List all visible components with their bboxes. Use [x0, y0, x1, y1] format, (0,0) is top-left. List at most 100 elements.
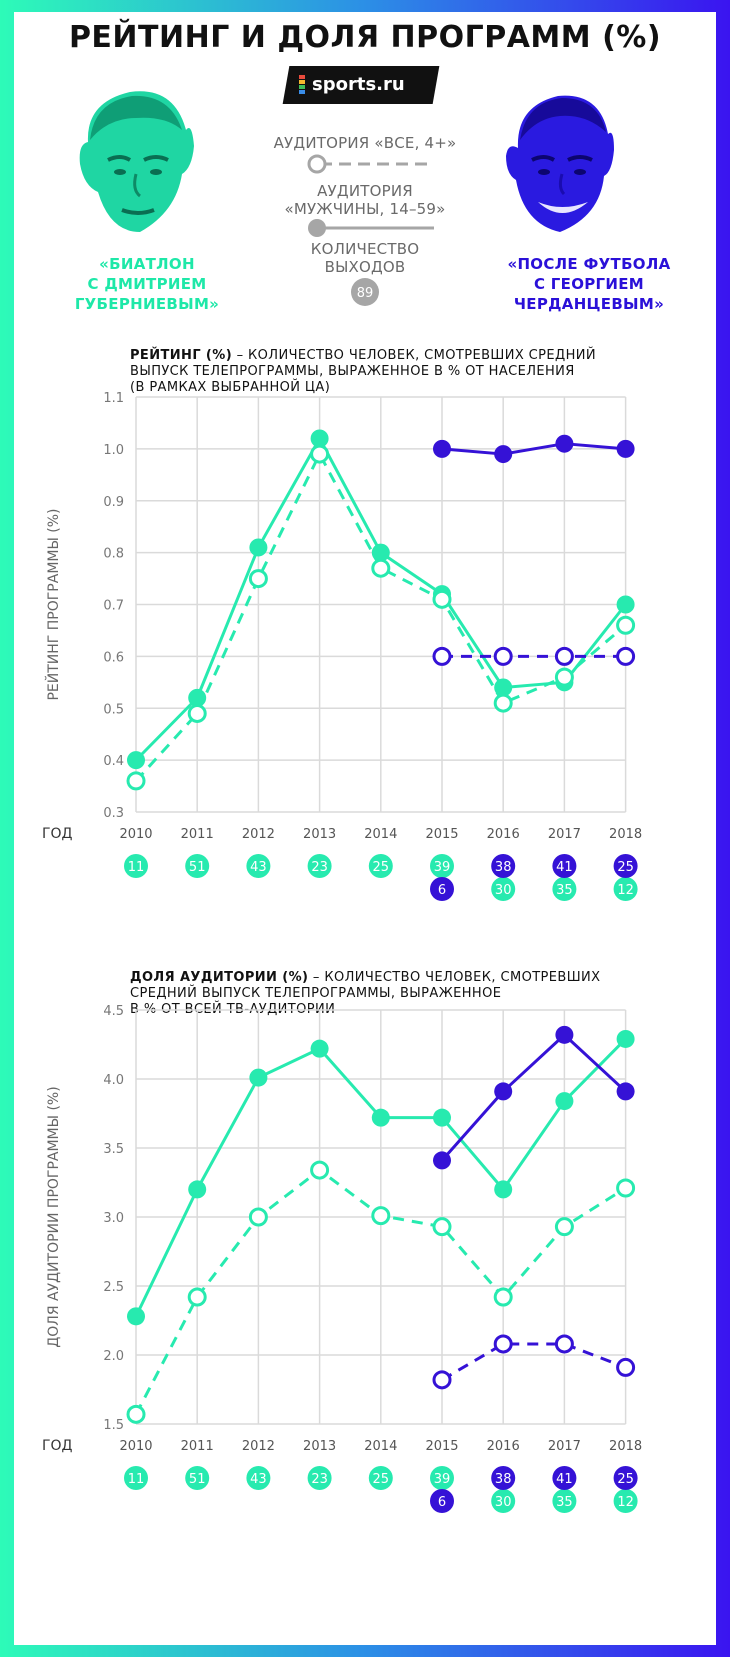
- chart1-episode-badge: [368, 854, 393, 878]
- legend-count-line: КОЛИЧЕСТВО: [310, 240, 420, 258]
- chart1-desc-line: РЕЙТИНГ (%) – КОЛИЧЕСТВО ЧЕЛОВЕК, СМОТРЕ…: [130, 348, 670, 364]
- chart1-xtick-label: 2017: [548, 827, 581, 842]
- chart2-ytick-label: 2.0: [103, 1349, 124, 1364]
- chart2-point: [432, 1370, 452, 1390]
- chart1-xtick-label: 2012: [242, 827, 275, 842]
- host-right-line: ЧЕРДАНЦЕВЫМ»: [513, 295, 665, 313]
- chart2-point: [249, 1068, 268, 1087]
- chart1-episode-count: 39: [434, 860, 451, 875]
- chart2-point: [371, 1206, 391, 1226]
- chart2-point: [371, 1108, 390, 1127]
- host-right-line: С ГЕОРГИЕМ: [533, 275, 645, 293]
- chart1-ytick-label: 0.4: [103, 754, 124, 769]
- chart1-episode-count: 6: [438, 883, 446, 898]
- chart1-episode-count: 35: [556, 883, 573, 898]
- chart1-desc-line: (В РАМКАХ ВЫБРАННОЙ ЦА): [130, 380, 331, 395]
- chart1-episode-count: 23: [311, 860, 328, 875]
- chart2-xtick-label: 2016: [487, 1439, 520, 1454]
- chart1-xtick-label: 2013: [303, 827, 336, 842]
- chart2-episode-count: 25: [617, 1472, 634, 1487]
- chart2-ytick-label: 1.5: [103, 1418, 124, 1433]
- chart1-ytick-label: 0.8: [103, 547, 124, 562]
- sports-logo-icon: [299, 75, 305, 94]
- logo-text: sports.ru: [312, 74, 405, 95]
- chart1-point: [432, 646, 452, 666]
- chart1-episode-count: 25: [617, 860, 634, 875]
- chart1-point: [127, 751, 145, 770]
- chart1-episode-count: 41: [556, 860, 573, 875]
- chart1-point: [554, 667, 574, 687]
- chart1-episode-badge: [246, 854, 271, 878]
- chart2-episode-count: 25: [373, 1472, 390, 1487]
- chart1-episode-badge: [613, 854, 638, 878]
- chart2-desc-line: СРЕДНИЙ ВЫПУСК ТЕЛЕПРОГРАММЫ, ВЫРАЖЕННОЕ: [130, 986, 502, 1001]
- chart1-point: [371, 558, 391, 578]
- chart1-point: [310, 444, 330, 464]
- chart2-point: [433, 1108, 451, 1127]
- chart1-series-line: [441, 442, 626, 456]
- chart1-episode-badge: [552, 877, 577, 901]
- chart1-episode-badge: [491, 877, 516, 901]
- chart2-xtick-label: 2015: [425, 1439, 458, 1454]
- host-right-portrait: [506, 95, 614, 232]
- chart2-xtick-label: 2014: [364, 1439, 397, 1454]
- chart1-point: [433, 439, 451, 458]
- chart1-desc-text: – КОЛИЧЕСТВО ЧЕЛОВЕК, СМОТРЕВШИХ СРЕДНИЙ: [236, 348, 596, 363]
- legend-men-label: АУДИТОРИЯ «МУЖЧИНЫ, 14–59»: [250, 182, 480, 218]
- chart2-xtick-label: 2013: [303, 1439, 336, 1454]
- chart2-episode-count: 30: [495, 1495, 512, 1510]
- chart1-point: [187, 703, 207, 723]
- chart2-episode-badge: [368, 1466, 393, 1490]
- chart2-episode-badge: [491, 1466, 516, 1490]
- chart2-ylabel: ДОЛЯ АУДИТОРИИ ПРОГРАММЫ (%): [46, 1086, 62, 1347]
- chart1-episode-count: 51: [189, 860, 206, 875]
- legend-count-line: ВЫХОДОВ: [324, 258, 406, 276]
- chart1-episode-badge: [307, 854, 332, 878]
- chart2-point: [493, 1334, 513, 1354]
- chart2-point: [494, 1180, 513, 1199]
- chart2-point: [494, 1082, 513, 1101]
- chart1-episode-badge: [552, 854, 577, 878]
- chart2-series-line: [441, 1342, 627, 1382]
- chart2-point: [555, 1025, 574, 1044]
- chart1-series-line: [134, 452, 627, 782]
- chart1-episode-badge: [185, 854, 210, 878]
- chart1-point: [188, 688, 207, 707]
- legend-men-line: «МУЖЧИНЫ, 14–59»: [284, 200, 446, 218]
- chart2-ytick-label: 3.5: [103, 1142, 124, 1157]
- chart1-point: [555, 434, 574, 453]
- chart1-ytick-label: 1.1: [103, 391, 124, 406]
- chart2-episode-badge: [613, 1489, 638, 1513]
- chart1-ytick-label: 0.9: [103, 495, 124, 510]
- chart1-point: [616, 595, 635, 614]
- chart1-ytick-label: 0.5: [103, 702, 124, 717]
- chart1-point: [432, 589, 452, 609]
- legend-hollow-marker: [307, 154, 327, 174]
- chart1-xtick-label: 2015: [425, 827, 458, 842]
- chart1-ytick-label: 0.7: [103, 599, 124, 614]
- chart2-episode-badge: [613, 1466, 638, 1490]
- chart2-point: [554, 1334, 574, 1354]
- chart1-point: [493, 646, 513, 666]
- chart2-title: ДОЛЯ АУДИТОРИИ (%): [130, 970, 309, 985]
- chart1-ylabel: РЕЙТИНГ ПРОГРАММЫ (%): [44, 508, 62, 700]
- chart2-xtick-label: 2011: [181, 1439, 214, 1454]
- chart2-point: [554, 1217, 574, 1237]
- chart2-episode-badge: [124, 1466, 148, 1490]
- chart1-episode-count: 11: [128, 860, 145, 875]
- host-left-portrait: [79, 91, 194, 232]
- legend-graphics: 89: [307, 154, 434, 306]
- chart2-ytick-label: 4.0: [103, 1073, 124, 1088]
- chart1-point: [493, 693, 513, 713]
- chart2-point: [127, 1307, 145, 1326]
- chart1-desc-line: ВЫПУСК ТЕЛЕПРОГРАММЫ, ВЫРАЖЕННОЕ В % ОТ …: [130, 364, 575, 379]
- host-right-line: «ПОСЛЕ ФУТБОЛА: [507, 255, 671, 273]
- chart2-xtick-label: 2018: [609, 1439, 642, 1454]
- chart1-title: РЕЙТИНГ (%): [130, 348, 233, 363]
- chart2-xtick-label: 2012: [242, 1439, 275, 1454]
- chart2-episode-count: 39: [434, 1472, 451, 1487]
- chart2-xtick-label: 2017: [548, 1439, 581, 1454]
- chart1-episode-badge: [491, 854, 516, 878]
- host-left-name: «БИАТЛОН С ДМИТРИЕМ ГУБЕРНИЕВЫМ»: [72, 254, 222, 314]
- legend-men-line: АУДИТОРИЯ: [317, 182, 413, 200]
